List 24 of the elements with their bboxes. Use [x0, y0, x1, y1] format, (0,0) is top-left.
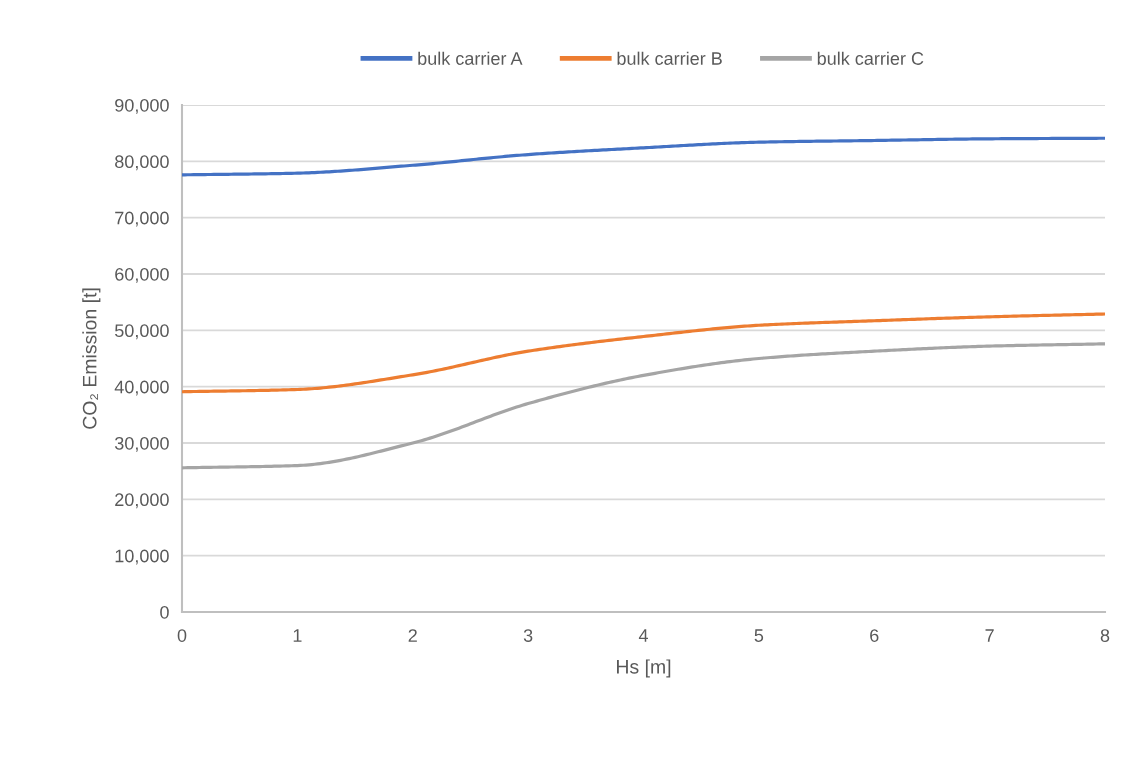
x-axis-title: Hs [m]: [617, 659, 671, 678]
x-tick-label: 6: [870, 629, 879, 642]
y-tick-label: 70,000: [115, 211, 169, 227]
legend-label: bulk carrier A: [418, 51, 523, 65]
y-tick-label: 30,000: [114, 436, 169, 452]
y-tick-label: 0: [160, 605, 169, 619]
x-tick-label: 1: [293, 629, 302, 642]
y-tick-label: 40,000: [114, 380, 169, 396]
legend-label: bulk carrier C: [817, 51, 924, 65]
legend-label: bulk carrier B: [617, 51, 722, 65]
x-tick-label: 5: [754, 629, 764, 642]
y-tick-label: 20,000: [115, 493, 169, 509]
y-tick-label: 90,000: [115, 98, 169, 114]
y-tick-label: 60,000: [115, 267, 169, 283]
x-tick-label: 7: [985, 629, 994, 642]
x-tick-label: 2: [408, 629, 417, 642]
y-axis-title: CO₂ Emission [t]: [82, 288, 101, 429]
x-tick-label: 3: [523, 629, 533, 642]
y-tick-label: 10,000: [115, 549, 169, 565]
x-tick-label: 8: [1100, 629, 1110, 642]
x-tick-label: 4: [638, 629, 648, 642]
y-tick-label: 50,000: [115, 324, 169, 340]
y-tick-label: 80,000: [115, 155, 169, 171]
x-tick-label: 0: [177, 629, 187, 642]
